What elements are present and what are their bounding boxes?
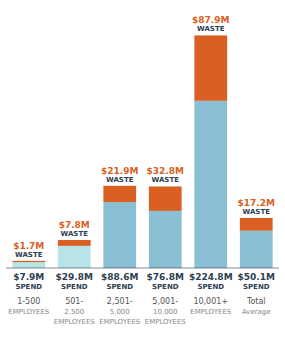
spend-label: $224.8M	[189, 272, 233, 282]
waste-label: $87.9M	[192, 15, 229, 25]
waste-name: WASTE	[243, 208, 271, 216]
waste-name: WASTE	[15, 251, 43, 259]
bar-segment	[194, 101, 227, 268]
labels: $1.7MWASTE$7.9MSPEND$7.8MWASTE$29.8MSPEN…	[8, 15, 275, 326]
spend-name: SPEND	[61, 283, 88, 291]
bar-segment	[103, 186, 136, 202]
waste-name: WASTE	[106, 176, 134, 184]
waste-name: WASTE	[197, 25, 225, 33]
spend-label: $76.8M	[147, 272, 184, 282]
bar-segment	[58, 246, 91, 268]
bar-segment	[12, 261, 45, 262]
bar-segment	[240, 218, 273, 231]
category-label: 1-500EMPLOYEES	[8, 297, 50, 316]
spend-label: $50.1M	[238, 272, 275, 282]
spend-label: $7.9M	[13, 272, 44, 282]
spend-name: SPEND	[15, 283, 42, 291]
category-label: 5,001-10,000EMPLOYEES	[145, 297, 187, 326]
spend-name: SPEND	[243, 283, 270, 291]
bar-segment	[58, 240, 91, 246]
waste-label: $32.8M	[147, 166, 184, 176]
bar-segment	[194, 35, 227, 100]
waste-label: $17.2M	[238, 198, 275, 208]
waste-label: $21.9M	[101, 166, 138, 176]
baseline	[6, 268, 279, 269]
bar-segment	[240, 231, 273, 268]
category-label: 2,501-5,000EMPLOYEES	[99, 297, 141, 326]
waste-label: $7.8M	[59, 220, 90, 230]
waste-name: WASTE	[152, 176, 180, 184]
bars	[12, 35, 272, 268]
waste-label: $1.7M	[13, 241, 44, 251]
bar-segment	[12, 262, 45, 268]
bar-segment	[149, 211, 182, 268]
spend-name: SPEND	[197, 283, 224, 291]
category-label: 501-2,500EMPLOYEES	[54, 297, 96, 326]
bar-segment	[149, 186, 182, 210]
spend-label: $88.6M	[101, 272, 138, 282]
category-label: 10,001+EMPLOYEES	[190, 297, 232, 316]
spend-label: $29.8M	[56, 272, 93, 282]
spend-name: SPEND	[106, 283, 133, 291]
chart: $1.7MWASTE$7.9MSPEND$7.8MWASTE$29.8MSPEN…	[0, 0, 285, 357]
spend-name: SPEND	[152, 283, 179, 291]
bar-segment	[103, 202, 136, 268]
category-label: TotalAverage	[242, 297, 271, 316]
waste-name: WASTE	[61, 230, 89, 238]
